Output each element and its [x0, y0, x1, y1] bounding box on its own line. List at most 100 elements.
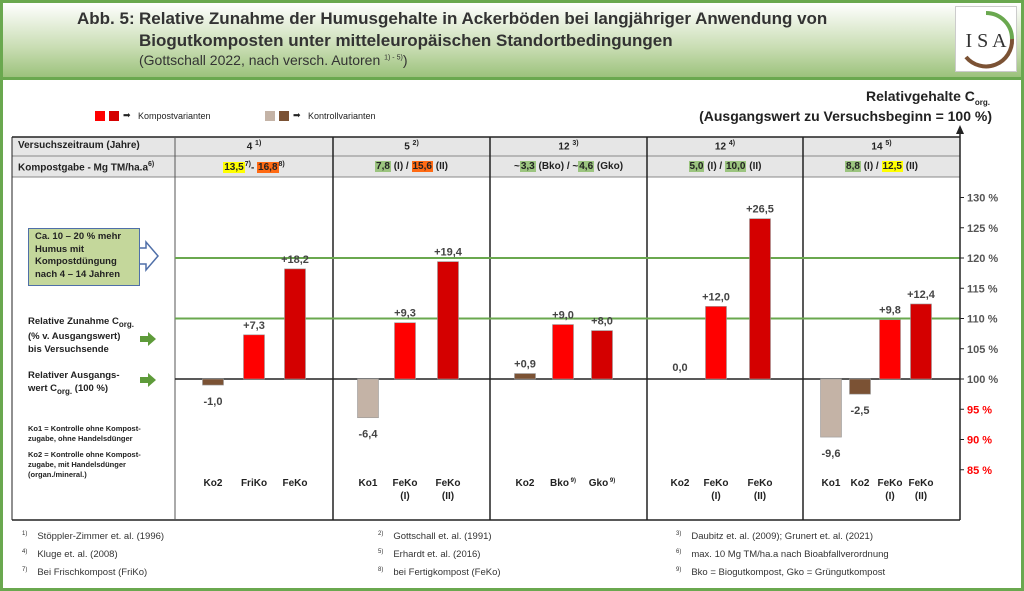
- footnote-text: bei Fertigkompost (FeKo): [393, 567, 501, 579]
- category-label: Ko2: [516, 478, 535, 489]
- footnote-text: Gottschall et. al. (1991): [393, 531, 492, 543]
- bar-feko: [879, 319, 901, 380]
- data-label: +26,5: [746, 204, 774, 216]
- category-label-sub: (II): [915, 491, 927, 502]
- category-label-sub: (II): [754, 491, 766, 502]
- data-label: +9,3: [394, 308, 416, 320]
- axis-title-sub: org.: [974, 97, 990, 107]
- footnote: 1) Stöppler-Zimmer et. al. (1996): [22, 531, 164, 542]
- period-cell: 5 2): [333, 140, 490, 152]
- bar-friko: [243, 334, 265, 380]
- footnote-number: 3): [676, 531, 682, 537]
- footnote: 8) bei Fertigkompost (FeKo): [378, 567, 501, 578]
- bar-feko: [910, 303, 932, 380]
- footnote: 5) Erhardt et. al. (2016): [378, 549, 480, 560]
- bar-gko: [591, 330, 613, 380]
- data-label: 0,0: [672, 362, 687, 374]
- zunahme-text: Relative Zunahme C: [28, 316, 119, 327]
- footnote-text: max. 10 Mg TM/ha.a nach Bioabfallverordn…: [691, 549, 889, 561]
- annotation-ko2: Ko2 = Kontrolle ohne Kompost- zugabe, mi…: [28, 450, 141, 480]
- data-label: +12,4: [907, 289, 936, 301]
- footnote-text: Bei Frischkompost (FriKo): [37, 567, 148, 579]
- category-label-sub: (II): [442, 491, 454, 502]
- data-label: -6,4: [359, 429, 379, 441]
- data-label: +8,0: [591, 316, 613, 328]
- category-label: FeKo: [878, 478, 903, 489]
- category-sup: 9): [569, 478, 576, 484]
- svg-text:I S A: I S A: [965, 30, 1007, 52]
- dose-value: 7,8: [375, 161, 391, 172]
- annotation-box-line: nach 4 – 14 Jahren: [35, 268, 121, 280]
- footnote-number: 9): [676, 567, 682, 573]
- dose-value: 15,6: [411, 161, 433, 172]
- annotation-zunahme-line2: (% v. Ausgangswert): [28, 331, 121, 343]
- footnote: 3) Daubitz et. al. (2009); Grunert et. al…: [676, 531, 873, 542]
- ko1-line: Ko1 = Kontrolle ohne Kompost-: [28, 424, 141, 433]
- dose-value: 8,8: [845, 161, 861, 172]
- period-cell: 4 1): [175, 140, 333, 152]
- data-label: -9,6: [822, 448, 841, 460]
- category-label: Gko 9): [589, 478, 615, 489]
- category-label: FeKo: [909, 478, 934, 489]
- footnote-text: Daubitz et. al. (2009); Grunert et. al. …: [691, 531, 873, 543]
- period-value: 4: [246, 141, 256, 153]
- bar-bko: [552, 324, 574, 380]
- ko1-line: zugabe, ohne Handelsdünger: [28, 434, 133, 443]
- dose-text: (I) /: [860, 161, 882, 172]
- dose-value: 13,5: [223, 162, 245, 174]
- ko2-line: zugabe, mit Handelsdünger: [28, 460, 126, 469]
- legend-kompost: Kompostvarianten: [138, 111, 211, 121]
- ausgang-text: wert C: [28, 382, 58, 394]
- y-axis-arrow-icon: [956, 125, 964, 134]
- legend-swatch-ko2: [279, 111, 289, 121]
- dose-value: 4,6: [578, 161, 595, 172]
- bar-feko: [437, 261, 459, 380]
- period-value: 12: [558, 141, 573, 153]
- y-tick-label: 130 %: [967, 193, 998, 205]
- category-label: Ko1: [822, 478, 841, 489]
- period-cell: 12 4): [647, 140, 803, 152]
- green-arrow-icon: [140, 332, 156, 346]
- y-tick-label: 85 %: [967, 465, 992, 477]
- footnote: 6) max. 10 Mg TM/ha.a nach Bioabfallveror…: [676, 549, 889, 560]
- bar-ko2: [514, 373, 536, 380]
- y-tick-label: 95 %: [967, 404, 992, 416]
- category-label-sub: (I): [400, 491, 409, 502]
- ausgang-end: (100 %): [72, 382, 109, 394]
- category-sup: 9): [608, 478, 615, 484]
- period-cell: 12 3): [490, 140, 647, 152]
- dose-text: -: [250, 162, 258, 174]
- bar-ko1: [357, 378, 379, 419]
- category-label: FeKo: [393, 478, 418, 489]
- annotation-zunahme-line3: bis Versuchsende: [28, 343, 109, 355]
- bar-ko1: [820, 378, 842, 438]
- footnote-number: 1): [22, 531, 28, 537]
- title-line-1: Relative Zunahme der Humusgehalte in Ack…: [139, 9, 828, 28]
- footnote-text: Bko = Biogutkompost, Gko = Grüngutkompos…: [691, 567, 886, 579]
- category-label: FriKo: [241, 478, 267, 489]
- footnote-number: 5): [378, 549, 384, 555]
- category-label: Ko1: [359, 478, 378, 489]
- annotation-ko1: Ko1 = Kontrolle ohne Kompost- zugabe, oh…: [28, 424, 141, 444]
- y-tick-label: 110 %: [967, 314, 998, 326]
- row-label-dose: Kompostgabe - Mg TM/ha.a6): [18, 161, 154, 173]
- axis-title-line1: Relativgehalte Corg.: [866, 88, 990, 107]
- dose-text: ~: [513, 161, 520, 172]
- dose-cell: 7,8 (I) / 15,6 (II): [333, 161, 490, 172]
- dose-value: 12,5: [881, 161, 903, 172]
- y-tick-label: 125 %: [967, 223, 998, 235]
- data-label: +9,0: [552, 310, 574, 322]
- dose-text: (II): [902, 161, 918, 172]
- figure-header: [3, 3, 1021, 80]
- data-label: +9,8: [879, 305, 901, 317]
- annotation-zunahme-line1: Relative Zunahme Corg.: [28, 316, 134, 331]
- dose-value: 5,0: [688, 161, 705, 172]
- isa-logo-graphic: I S A: [964, 11, 1015, 69]
- isa-logo: I S A: [955, 6, 1017, 72]
- period-sup: 1): [255, 140, 262, 147]
- period-sup: 4): [728, 140, 736, 147]
- annotation-box-line: Kompostdüngung: [35, 256, 117, 267]
- dose-text: (II): [746, 161, 762, 172]
- legend-arrow-icon: ➡: [293, 110, 301, 120]
